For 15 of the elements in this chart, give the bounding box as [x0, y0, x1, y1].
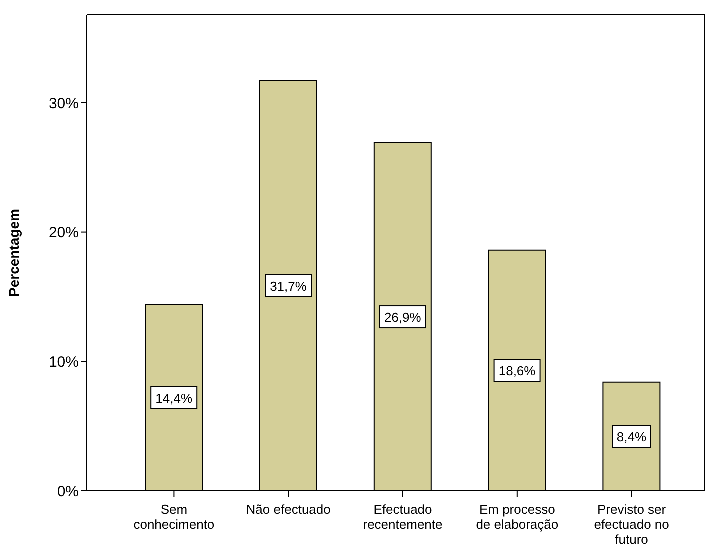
y-tick-label: 30%	[48, 95, 79, 112]
x-tick-label: Efectuado recentemente	[363, 502, 443, 532]
y-tick-label: 0%	[57, 483, 79, 500]
x-tick-label: Previsto ser efectuado no futuro	[594, 502, 670, 547]
x-tick-label: Sem conhecimento	[134, 502, 215, 532]
x-tick-label: Em processo de elaboração	[476, 502, 559, 532]
data-label: 31,7%	[270, 278, 308, 294]
y-tick-label: 10%	[48, 354, 79, 371]
y-tick-label: 20%	[48, 224, 79, 242]
data-label: 26,9%	[384, 310, 422, 326]
data-label: 18,6%	[498, 364, 536, 379]
data-label: 14,4%	[156, 390, 193, 406]
y-axis-title: Percentagem	[6, 209, 22, 297]
data-label: 8,4%	[616, 430, 647, 445]
x-tick-label: Não efectuado	[246, 502, 331, 517]
